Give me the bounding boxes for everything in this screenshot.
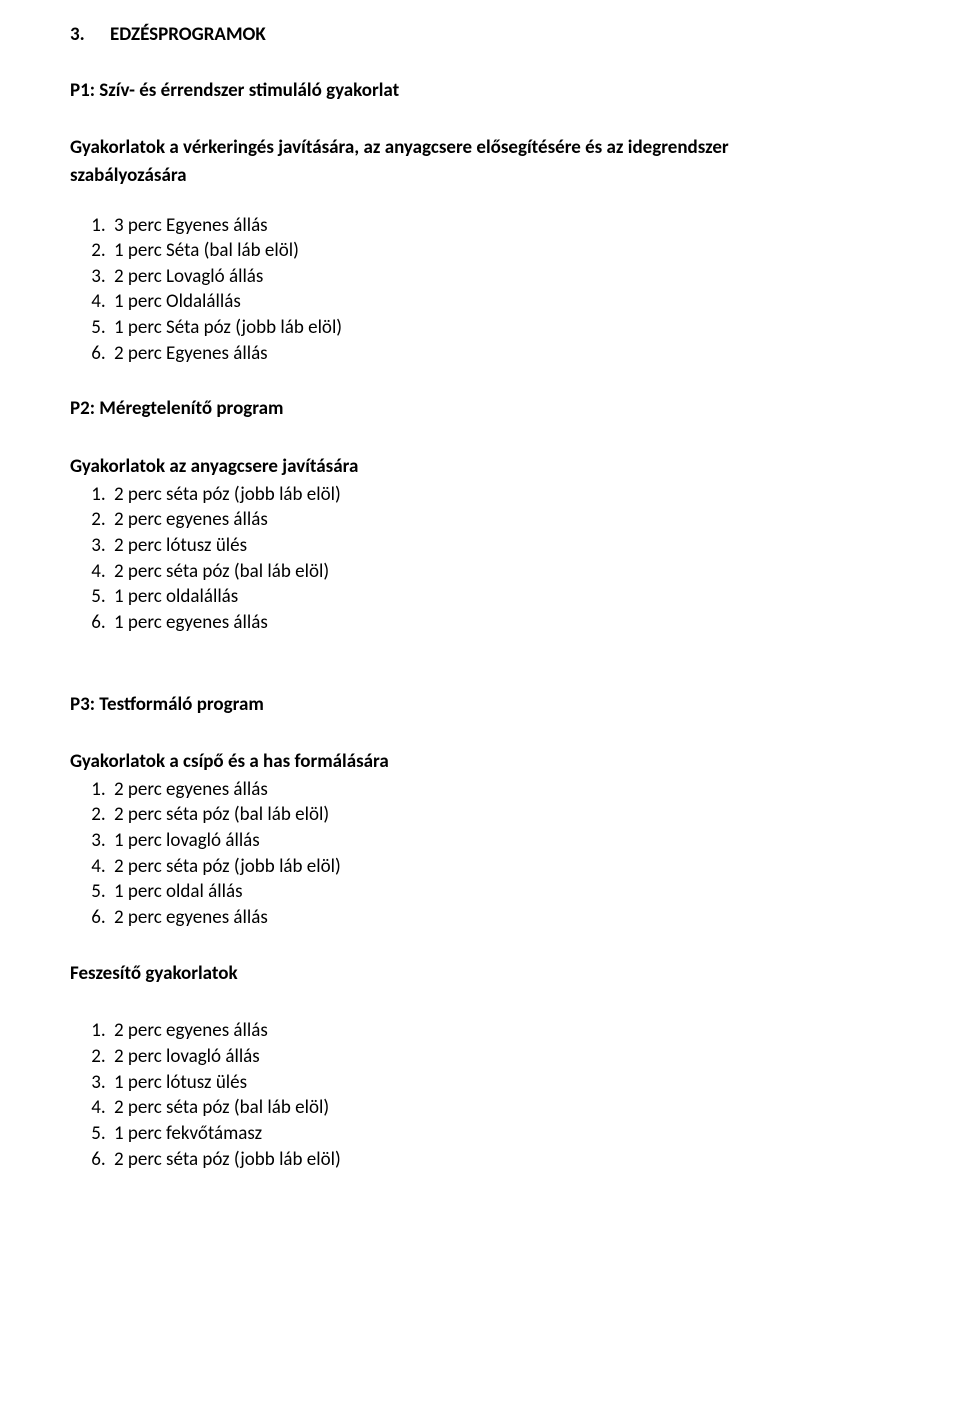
list-item: 1 perc Séta (bal láb elöl) xyxy=(110,238,890,264)
section-number: 3. xyxy=(70,22,110,48)
program2-title: P2: Méregtelenítő program xyxy=(70,396,890,422)
program1-subtitle-line2: szabályozására xyxy=(70,163,890,189)
list-item: 2 perc lovagló állás xyxy=(110,1044,890,1070)
list-item: 2 perc egyenes állás xyxy=(110,777,890,803)
list-item: 2 perc Lovagló állás xyxy=(110,264,890,290)
list-item: 2 perc Egyenes állás xyxy=(110,341,890,367)
list-item: 2 perc egyenes állás xyxy=(110,1018,890,1044)
program1-subtitle-line1: Gyakorlatok a vérkeringés javítására, az… xyxy=(70,135,890,161)
list-item: 2 perc séta póz (bal láb elöl) xyxy=(110,559,890,585)
list-item: 2 perc séta póz (bal láb elöl) xyxy=(110,802,890,828)
program3-list: 2 perc egyenes állás 2 perc séta póz (ba… xyxy=(70,777,890,931)
list-item: 2 perc séta póz (jobb láb elöl) xyxy=(110,1147,890,1173)
list-item: 2 perc egyenes állás xyxy=(110,507,890,533)
program2-list: 2 perc séta póz (jobb láb elöl) 2 perc e… xyxy=(70,482,890,636)
program3b-list: 2 perc egyenes állás 2 perc lovagló állá… xyxy=(70,1018,890,1172)
list-item: 2 perc séta póz (bal láb elöl) xyxy=(110,1095,890,1121)
program3b-subtitle: Feszesítő gyakorlatok xyxy=(70,961,890,987)
section-title: EDZÉSPROGRAMOK xyxy=(110,22,266,48)
list-item: 1 perc fekvőtámasz xyxy=(110,1121,890,1147)
list-item: 2 perc egyenes állás xyxy=(110,905,890,931)
list-item: 2 perc séta póz (jobb láb elöl) xyxy=(110,482,890,508)
list-item: 3 perc Egyenes állás xyxy=(110,213,890,239)
list-item: 1 perc egyenes állás xyxy=(110,610,890,636)
list-item: 1 perc Oldalállás xyxy=(110,289,890,315)
list-item: 1 perc Séta póz (jobb láb elöl) xyxy=(110,315,890,341)
program3-title: P3: Testformáló program xyxy=(70,692,890,718)
program1-list: 3 perc Egyenes állás 1 perc Séta (bal lá… xyxy=(70,213,890,367)
program3-subtitle: Gyakorlatok a csípő és a has formálására xyxy=(70,749,890,775)
list-item: 2 perc lótusz ülés xyxy=(110,533,890,559)
list-item: 1 perc oldal állás xyxy=(110,879,890,905)
list-item: 2 perc séta póz (jobb láb elöl) xyxy=(110,854,890,880)
list-item: 1 perc lótusz ülés xyxy=(110,1070,890,1096)
section-heading: 3. EDZÉSPROGRAMOK xyxy=(70,22,890,48)
list-item: 1 perc lovagló állás xyxy=(110,828,890,854)
program1-title: P1: Szív- és érrendszer stimuláló gyakor… xyxy=(70,78,890,104)
list-item: 1 perc oldalállás xyxy=(110,584,890,610)
program2-subtitle: Gyakorlatok az anyagcsere javítására xyxy=(70,454,890,480)
